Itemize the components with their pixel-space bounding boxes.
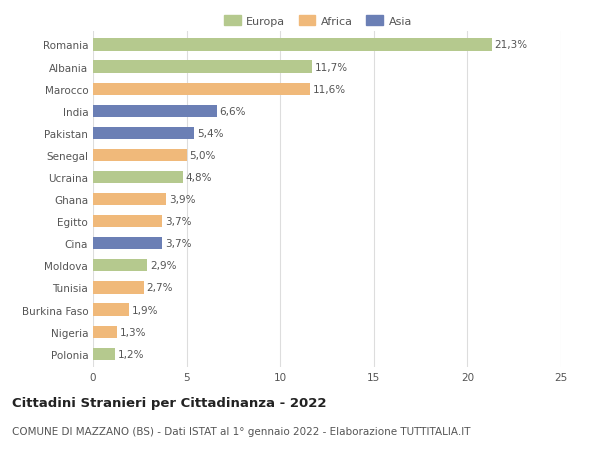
Bar xyxy=(93,62,312,73)
Text: 1,9%: 1,9% xyxy=(131,305,158,315)
Bar xyxy=(93,282,143,294)
Legend: Europa, Africa, Asia: Europa, Africa, Asia xyxy=(221,12,415,30)
Text: 2,7%: 2,7% xyxy=(146,283,173,293)
Bar xyxy=(93,172,183,184)
Bar xyxy=(93,216,162,228)
Text: 11,6%: 11,6% xyxy=(313,84,346,95)
Text: 1,2%: 1,2% xyxy=(118,349,145,359)
Bar xyxy=(93,150,187,162)
Text: 2,9%: 2,9% xyxy=(150,261,176,271)
Bar xyxy=(93,348,115,360)
Bar xyxy=(93,238,162,250)
Text: 11,7%: 11,7% xyxy=(315,62,348,73)
Text: Cittadini Stranieri per Cittadinanza - 2022: Cittadini Stranieri per Cittadinanza - 2… xyxy=(12,396,326,409)
Text: 1,3%: 1,3% xyxy=(120,327,146,337)
Text: 4,8%: 4,8% xyxy=(185,173,212,183)
Bar xyxy=(93,326,118,338)
Text: 3,7%: 3,7% xyxy=(165,239,191,249)
Bar xyxy=(93,39,492,51)
Text: COMUNE DI MAZZANO (BS) - Dati ISTAT al 1° gennaio 2022 - Elaborazione TUTTITALIA: COMUNE DI MAZZANO (BS) - Dati ISTAT al 1… xyxy=(12,426,470,436)
Text: 21,3%: 21,3% xyxy=(494,40,527,50)
Text: 5,0%: 5,0% xyxy=(190,151,216,161)
Bar xyxy=(93,260,147,272)
Bar xyxy=(93,304,128,316)
Text: 6,6%: 6,6% xyxy=(220,106,246,117)
Bar xyxy=(93,84,310,95)
Text: 3,7%: 3,7% xyxy=(165,217,191,227)
Text: 5,4%: 5,4% xyxy=(197,129,223,139)
Bar xyxy=(93,106,217,118)
Bar xyxy=(93,194,166,206)
Bar xyxy=(93,128,194,140)
Text: 3,9%: 3,9% xyxy=(169,195,196,205)
